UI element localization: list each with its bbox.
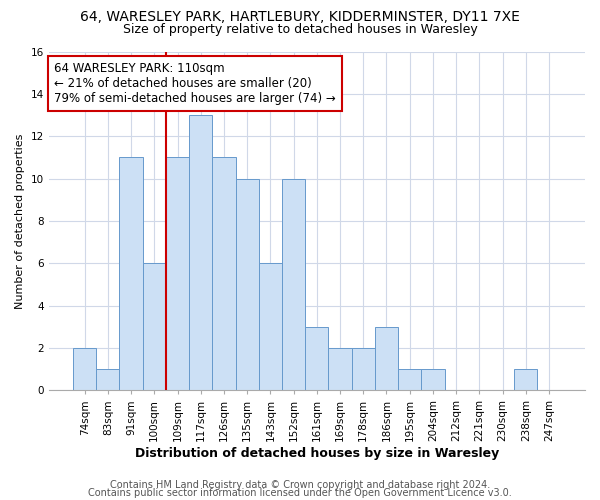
Text: 64, WARESLEY PARK, HARTLEBURY, KIDDERMINSTER, DY11 7XE: 64, WARESLEY PARK, HARTLEBURY, KIDDERMIN… — [80, 10, 520, 24]
Bar — [375, 327, 398, 390]
Bar — [166, 158, 189, 390]
Bar — [421, 369, 445, 390]
Y-axis label: Number of detached properties: Number of detached properties — [15, 133, 25, 308]
Bar — [282, 178, 305, 390]
Text: 64 WARESLEY PARK: 110sqm
← 21% of detached houses are smaller (20)
79% of semi-d: 64 WARESLEY PARK: 110sqm ← 21% of detach… — [54, 62, 336, 104]
Bar — [73, 348, 96, 391]
Bar — [514, 369, 538, 390]
Bar — [143, 263, 166, 390]
Text: Contains public sector information licensed under the Open Government Licence v3: Contains public sector information licen… — [88, 488, 512, 498]
Bar — [259, 263, 282, 390]
Bar — [212, 158, 236, 390]
Text: Size of property relative to detached houses in Waresley: Size of property relative to detached ho… — [122, 22, 478, 36]
X-axis label: Distribution of detached houses by size in Waresley: Distribution of detached houses by size … — [135, 447, 499, 460]
Bar — [96, 369, 119, 390]
Bar — [119, 158, 143, 390]
Bar — [236, 178, 259, 390]
Bar — [352, 348, 375, 391]
Bar — [328, 348, 352, 391]
Bar — [189, 115, 212, 390]
Bar — [398, 369, 421, 390]
Bar — [305, 327, 328, 390]
Text: Contains HM Land Registry data © Crown copyright and database right 2024.: Contains HM Land Registry data © Crown c… — [110, 480, 490, 490]
